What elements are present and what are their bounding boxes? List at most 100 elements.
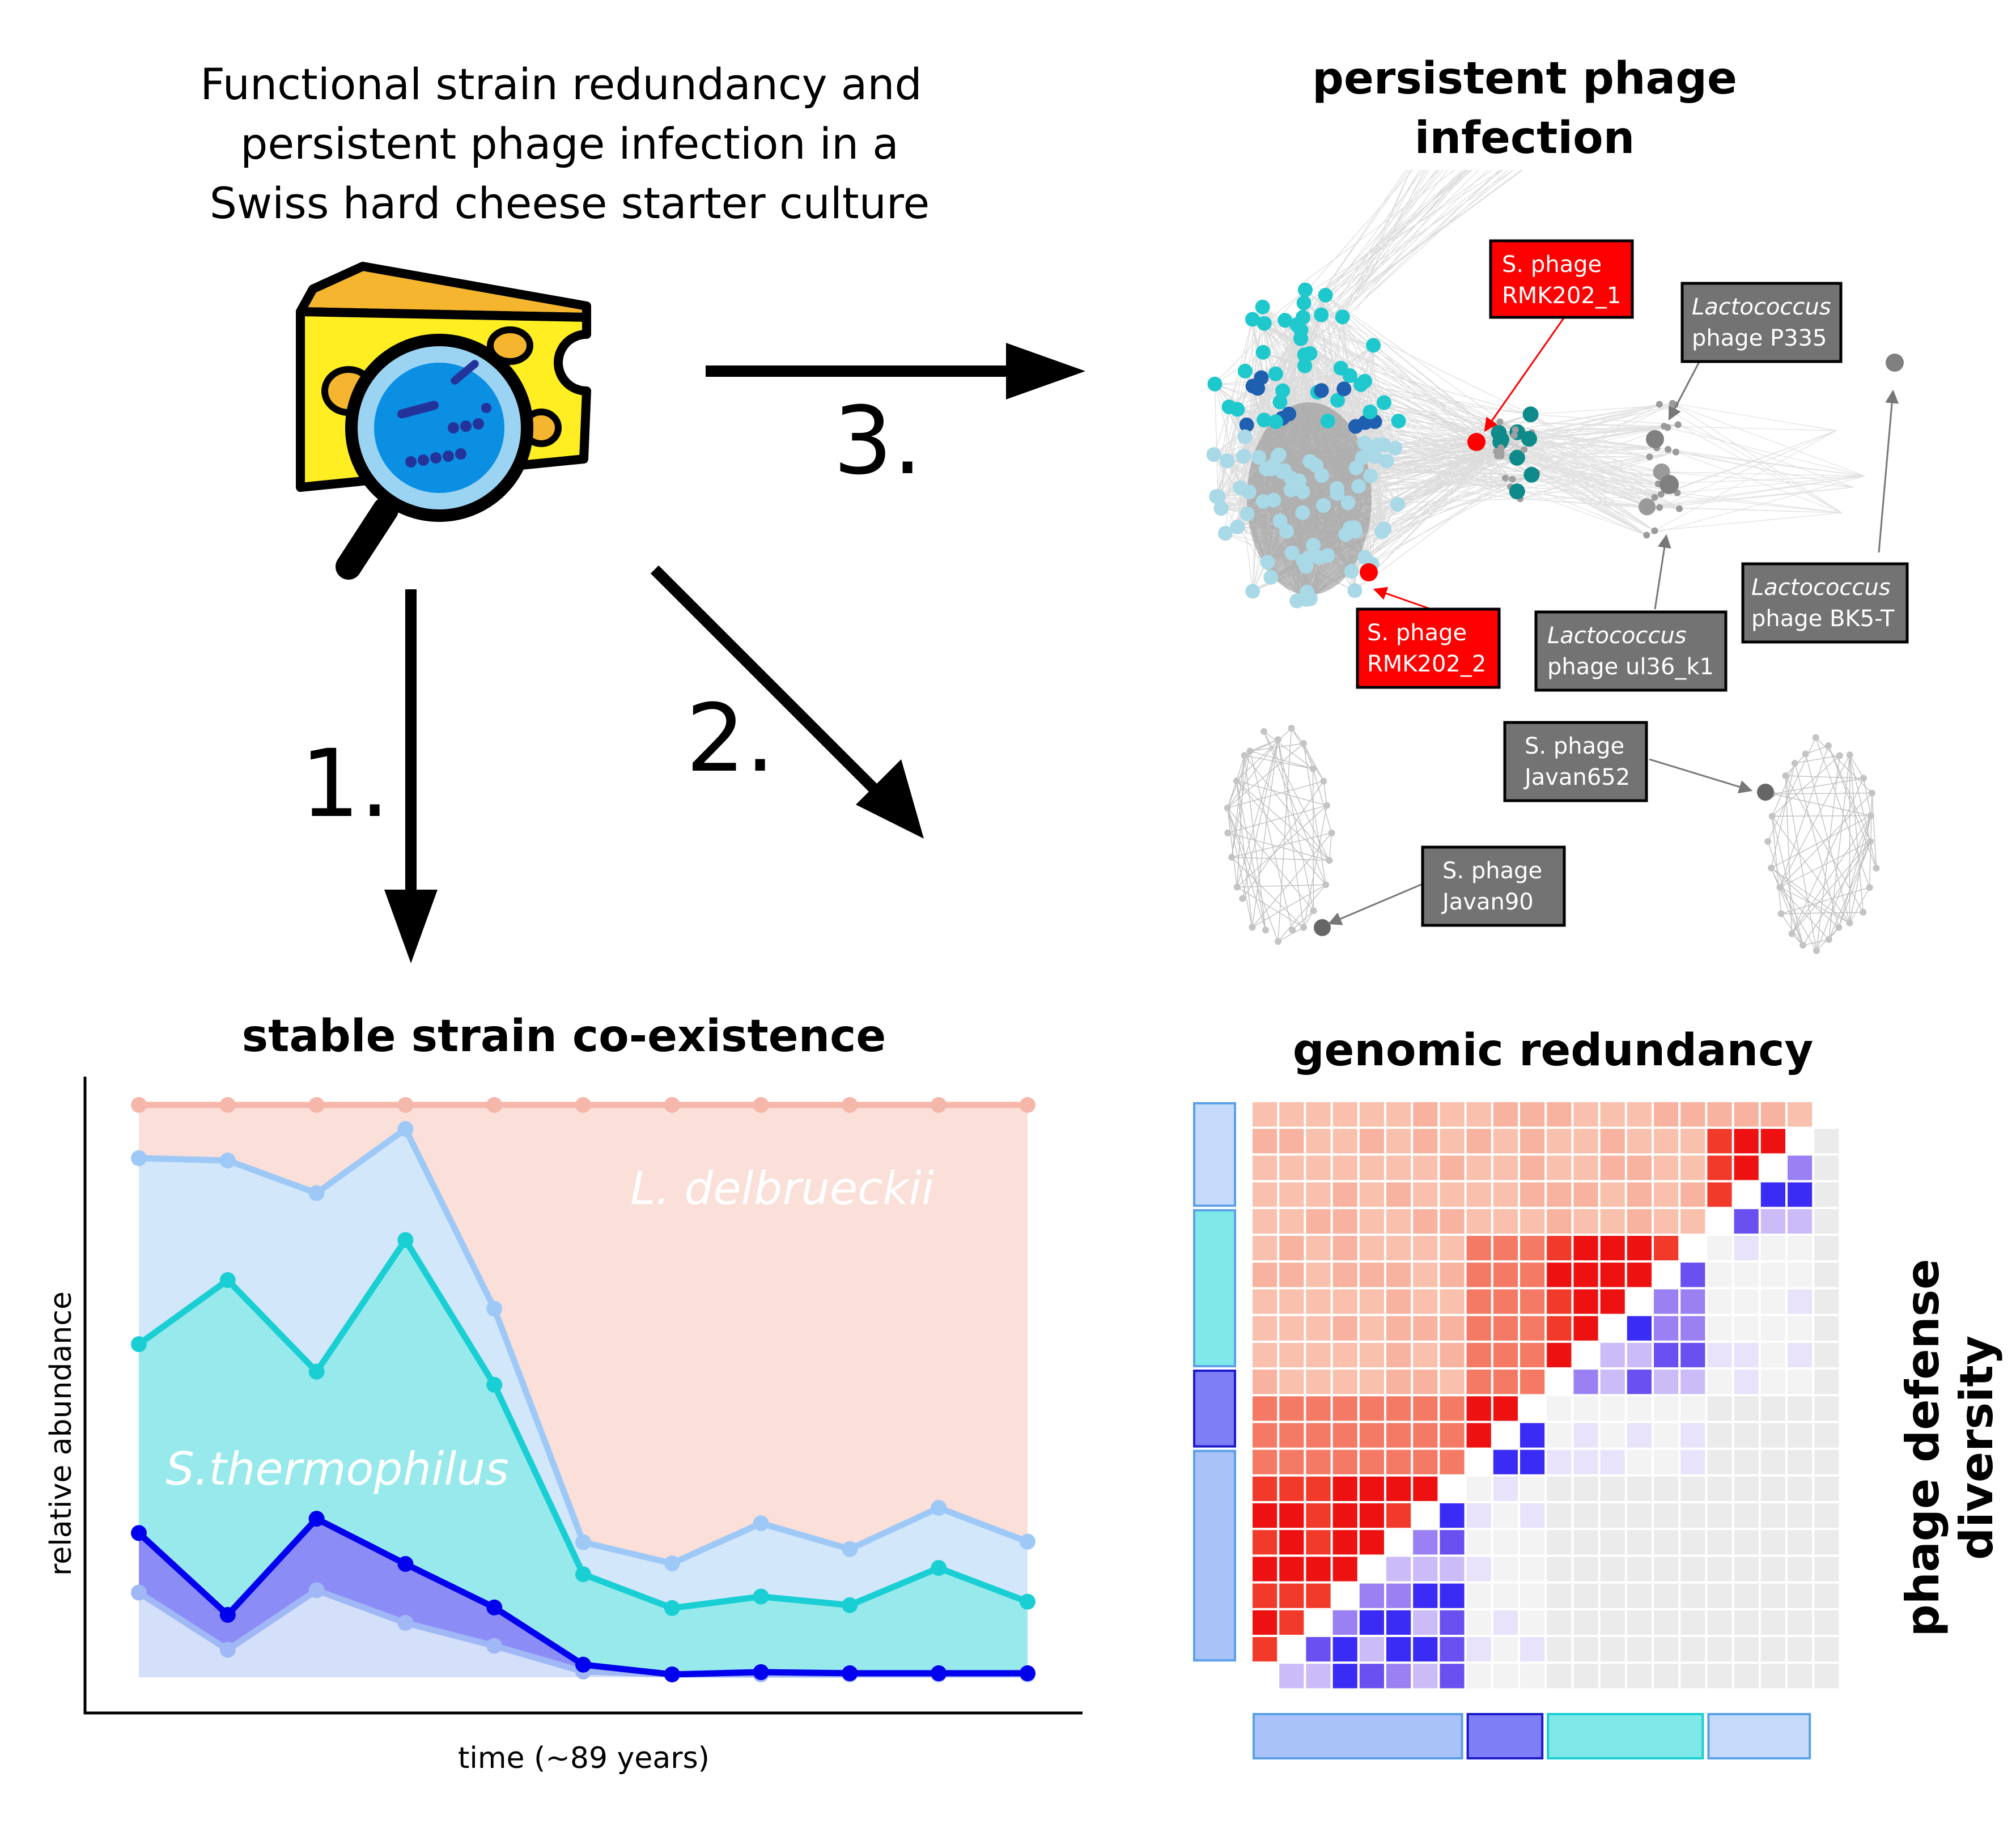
heatmap-cell	[1814, 1289, 1839, 1314]
heatmap-cell	[1332, 1129, 1357, 1154]
heatmap-cell	[1332, 1289, 1357, 1314]
heatmap-cell	[1279, 1209, 1304, 1234]
area-layers	[139, 1105, 1028, 1677]
heatmap-cell	[1359, 1664, 1384, 1689]
heatmap-cell	[1680, 1664, 1705, 1689]
heatmap-cell	[1760, 1557, 1785, 1582]
heatmap-cell	[1788, 1370, 1813, 1395]
network-node	[1254, 370, 1269, 385]
heatmap-cell	[1279, 1530, 1304, 1555]
javan90-cluster-node	[1233, 883, 1241, 891]
heatmap-cell	[1707, 1129, 1732, 1154]
heatmap-cell	[1493, 1557, 1518, 1582]
heatmap-cell	[1707, 1583, 1732, 1608]
heatmap-cell	[1386, 1236, 1411, 1261]
javan652-cluster-node	[1788, 930, 1796, 937]
heatmap-cell	[1600, 1129, 1625, 1154]
heatmap-cell	[1573, 1530, 1598, 1555]
network-node	[1335, 309, 1350, 325]
heatmap-cell	[1253, 1262, 1277, 1287]
heatmap-cell	[1493, 1583, 1518, 1608]
heatmap-cell	[1279, 1583, 1304, 1608]
svg-text:RMK202_2: RMK202_2	[1367, 651, 1486, 677]
heatmap-cell	[1788, 1209, 1813, 1234]
series-lines	[131, 1097, 1035, 1682]
heatmap-cell	[1413, 1530, 1438, 1555]
svg-text:Lactococcus: Lactococcus	[1692, 294, 1831, 320]
series-point	[486, 1300, 503, 1317]
network-node	[1521, 446, 1528, 453]
javan652-cluster-node	[1836, 752, 1843, 759]
heatmap-cell	[1707, 1182, 1732, 1207]
heatmap-cell	[1253, 1664, 1277, 1689]
network-node	[1206, 447, 1221, 462]
heatmap-cell	[1707, 1664, 1732, 1689]
javan90-cluster-node	[1275, 736, 1281, 743]
heatmap-cell	[1386, 1155, 1411, 1180]
heatmap-cell	[1359, 1423, 1384, 1448]
network-node	[1241, 484, 1257, 500]
phage-defense-label-line-1: phage defense	[1896, 1259, 1949, 1637]
heatmap-cell	[1573, 1476, 1598, 1501]
network-node	[1220, 453, 1235, 469]
heatmap-cell	[1253, 1236, 1277, 1261]
arrow-2	[650, 565, 924, 839]
callout-arrow-p335	[1668, 359, 1701, 421]
heatmap-cell	[1680, 1102, 1705, 1127]
heatmap-cell	[1707, 1262, 1732, 1287]
network-node	[1295, 505, 1310, 520]
javan652-cluster-node	[1813, 947, 1820, 954]
heatmap-cell	[1386, 1316, 1411, 1341]
heatmap-cell	[1788, 1557, 1813, 1582]
heatmap-cell	[1573, 1209, 1598, 1234]
heatmap-cell	[1493, 1396, 1518, 1421]
series-point	[575, 1097, 591, 1113]
heatmap-cell	[1680, 1503, 1705, 1528]
heatmap-cell	[1466, 1530, 1491, 1555]
heatmap-cell	[1279, 1155, 1304, 1180]
series-point	[308, 1185, 325, 1201]
series-point	[753, 1664, 769, 1680]
heatmap-cell	[1332, 1342, 1357, 1367]
heatmap-cell	[1386, 1129, 1411, 1154]
column-group-bar	[1707, 1713, 1811, 1759]
heatmap-cell	[1627, 1423, 1652, 1448]
callout-arrow-ul36	[1654, 534, 1671, 610]
javan90-cluster-node	[1300, 924, 1308, 931]
series-point	[486, 1097, 503, 1113]
heatmap-cell	[1332, 1209, 1357, 1234]
heatmap-cell	[1814, 1370, 1839, 1395]
heatmap-cell	[1386, 1610, 1411, 1635]
series-point	[931, 1560, 947, 1576]
heatmap-cell	[1654, 1583, 1679, 1608]
heatmap-cell	[1466, 1289, 1491, 1314]
heatmap-cell	[1306, 1557, 1331, 1582]
heatmap-cell	[1573, 1182, 1598, 1207]
heatmap-cell	[1466, 1102, 1491, 1127]
heatmap-cell	[1332, 1102, 1357, 1127]
cheese-magnifier-icon	[296, 262, 591, 580]
heatmap-cell	[1600, 1610, 1625, 1635]
label-lactococcus-bk5t: Lactococcus phage BK5-T	[1741, 562, 1909, 644]
javan652-cluster-node	[1825, 936, 1832, 943]
arrow-3-label: 3.	[833, 386, 922, 495]
heatmap-cell	[1413, 1583, 1438, 1608]
heatmap-cell	[1440, 1530, 1465, 1555]
heatmap-cell	[1788, 1664, 1813, 1689]
heatmap-cell	[1279, 1102, 1304, 1127]
heatmap-cell	[1707, 1476, 1732, 1501]
heatmap-cell	[1253, 1396, 1277, 1421]
series-point	[575, 1656, 591, 1673]
heatmap-cell	[1600, 1449, 1625, 1474]
heatmap-cell	[1413, 1182, 1438, 1207]
heatmap-cell	[1734, 1449, 1759, 1474]
series-point	[1020, 1533, 1035, 1550]
javan90-cluster-node	[1224, 804, 1231, 811]
network-node	[1237, 429, 1253, 444]
heatmap-cell	[1440, 1155, 1465, 1180]
heatmap-cell	[1440, 1503, 1465, 1528]
series-point	[397, 1556, 414, 1572]
javan652-cluster-node	[1860, 775, 1867, 782]
series-point	[753, 1588, 769, 1605]
javan90-cluster-node	[1246, 747, 1254, 755]
